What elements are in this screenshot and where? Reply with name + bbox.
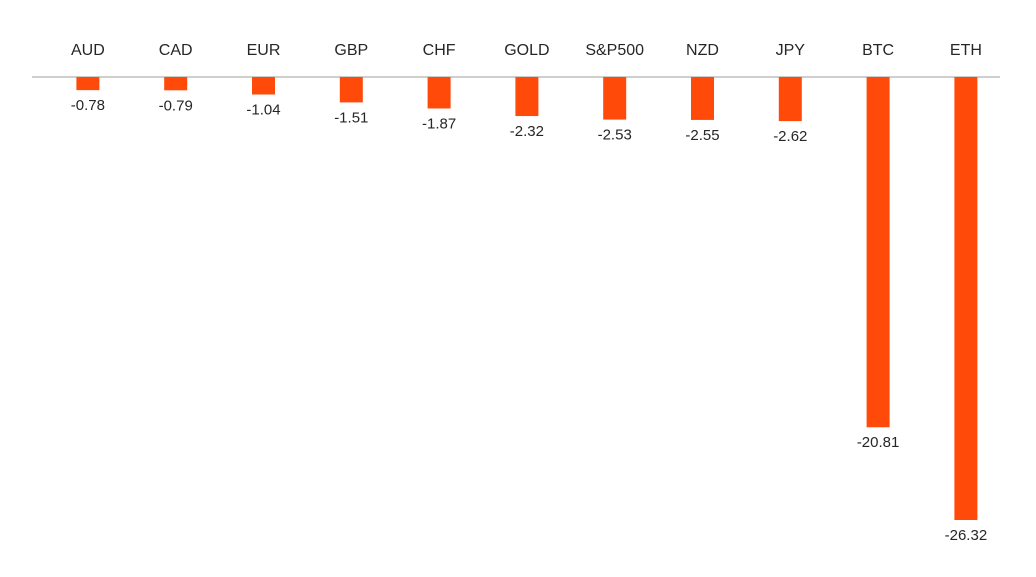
category-label: EUR [247,42,281,59]
value-label: -2.32 [510,123,544,140]
value-label: -1.04 [246,101,280,118]
value-label: -26.32 [945,527,988,544]
category-label: GOLD [504,42,549,59]
category-label: AUD [71,42,105,59]
bar [778,77,802,122]
bar [603,77,627,120]
bar [515,77,539,117]
bar [427,77,451,109]
value-label: -2.62 [773,128,807,145]
value-label: -2.55 [685,127,719,144]
category-label: S&P500 [585,42,644,59]
bar [252,77,275,95]
value-label: -0.79 [159,97,193,114]
category-label: GBP [334,42,368,59]
value-label: -1.87 [422,115,456,132]
category-label: NZD [686,42,719,59]
category-label: BTC [862,42,894,59]
bar [691,77,714,120]
bar [866,77,890,428]
bar [339,77,363,103]
category-label: CAD [159,42,193,59]
value-label: -2.53 [598,127,632,144]
bar [954,77,978,520]
category-label: ETH [950,42,982,59]
value-label: -0.78 [71,97,105,114]
category-label: JPY [776,42,806,59]
bar [76,77,100,91]
bar [164,77,188,91]
value-label: -20.81 [857,434,900,451]
value-label: -1.51 [334,109,368,126]
category-label: CHF [423,42,456,59]
